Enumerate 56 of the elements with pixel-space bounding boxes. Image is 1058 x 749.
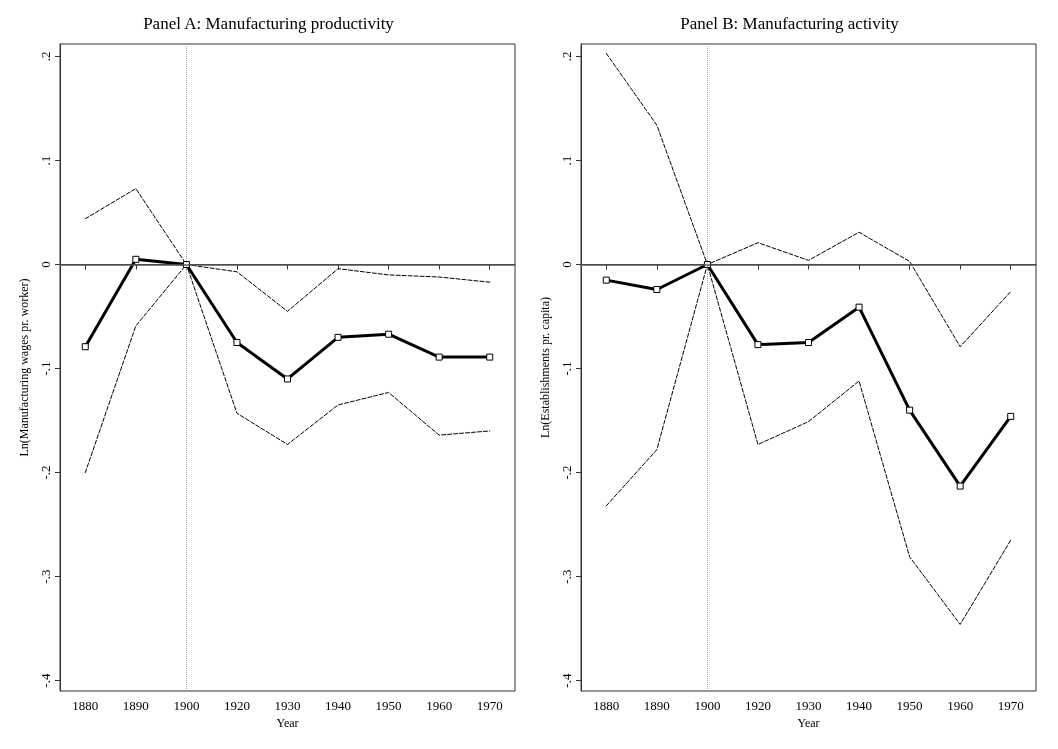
chart-title: Panel A: Manufacturing productivity xyxy=(143,14,395,33)
point xyxy=(334,333,342,341)
x-tick-label: 1890 xyxy=(643,698,670,713)
x-tick-label: 1920 xyxy=(223,698,250,713)
point xyxy=(754,341,762,349)
x-tick-label: 1890 xyxy=(122,698,149,713)
x-tick-label: 1960 xyxy=(426,698,453,713)
point xyxy=(132,255,140,263)
x-tick-label: 1920 xyxy=(744,698,771,713)
point xyxy=(284,375,291,383)
y-tick-label: -.4 xyxy=(559,673,574,688)
y-axis-title: Ln(Manufacturing wages pr. worker) xyxy=(17,278,31,457)
x-tick-label: 1940 xyxy=(846,698,873,713)
y-axis-title: Ln(Establishments pr. capita) xyxy=(538,297,552,438)
point xyxy=(855,303,863,311)
y-tick-label: -.2 xyxy=(559,465,574,480)
point xyxy=(486,353,494,361)
x-tick-label: 1950 xyxy=(375,698,402,713)
y-tick-label: 0 xyxy=(559,261,574,268)
line-series xyxy=(605,52,1012,348)
y-tick-label: .2 xyxy=(38,51,53,62)
y-tick-label: -.3 xyxy=(559,569,574,584)
point xyxy=(385,330,393,338)
y-tick-label: .1 xyxy=(38,155,53,166)
x-tick-label: 1950 xyxy=(896,698,923,713)
x-tick-label: 1930 xyxy=(795,698,822,713)
point xyxy=(435,353,443,361)
y-tick-label: -.2 xyxy=(38,465,53,480)
x-tick-label: 1970 xyxy=(997,698,1024,713)
x-tick-label: 1880 xyxy=(593,698,620,713)
x-axis-title: Year xyxy=(276,715,299,730)
point xyxy=(906,406,914,414)
line-series xyxy=(84,188,491,312)
y-tick-label: -.1 xyxy=(559,361,574,376)
point xyxy=(602,276,610,284)
x-tick-label: 1930 xyxy=(274,698,301,713)
point xyxy=(81,343,89,351)
y-tick-label: .1 xyxy=(559,155,574,166)
point xyxy=(233,339,241,347)
point xyxy=(1007,412,1015,420)
x-tick-label: 1970 xyxy=(476,698,503,713)
x-tick-label: 1900 xyxy=(173,698,200,713)
y-tick-label: -.1 xyxy=(38,361,53,376)
x-tick-label: 1940 xyxy=(325,698,352,713)
x-tick-label: 1880 xyxy=(72,698,99,713)
point xyxy=(805,339,812,347)
chart-title: Panel B: Manufacturing activity xyxy=(680,14,900,33)
x-tick-label: 1960 xyxy=(947,698,974,713)
x-tick-label: 1900 xyxy=(694,698,721,713)
y-tick-label: -.3 xyxy=(38,569,53,584)
y-tick-label: -.4 xyxy=(38,673,53,688)
point xyxy=(956,482,964,490)
point xyxy=(653,285,661,293)
y-tick-label: .2 xyxy=(559,51,574,62)
x-axis-title: Year xyxy=(797,715,820,730)
y-tick-label: 0 xyxy=(38,261,53,268)
